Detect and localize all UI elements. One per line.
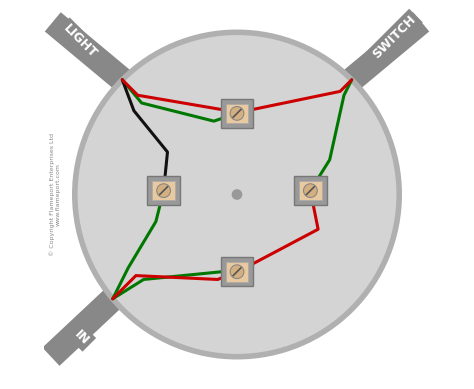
Circle shape [303,184,317,198]
Circle shape [157,184,171,198]
FancyBboxPatch shape [153,181,175,200]
FancyBboxPatch shape [220,99,254,128]
Circle shape [230,265,244,279]
FancyBboxPatch shape [294,176,327,205]
Circle shape [232,190,242,199]
Text: © Copyright Flameport Enterprises Ltd
www.flameport.com: © Copyright Flameport Enterprises Ltd ww… [50,133,61,256]
Text: SWITCH: SWITCH [370,13,419,61]
Circle shape [75,32,399,357]
FancyBboxPatch shape [147,176,180,205]
FancyBboxPatch shape [299,181,321,200]
FancyBboxPatch shape [226,262,248,282]
Circle shape [230,107,244,120]
FancyBboxPatch shape [226,103,248,123]
FancyBboxPatch shape [220,257,254,286]
Text: LIGHT: LIGHT [61,22,99,61]
Text: IN: IN [72,328,91,347]
